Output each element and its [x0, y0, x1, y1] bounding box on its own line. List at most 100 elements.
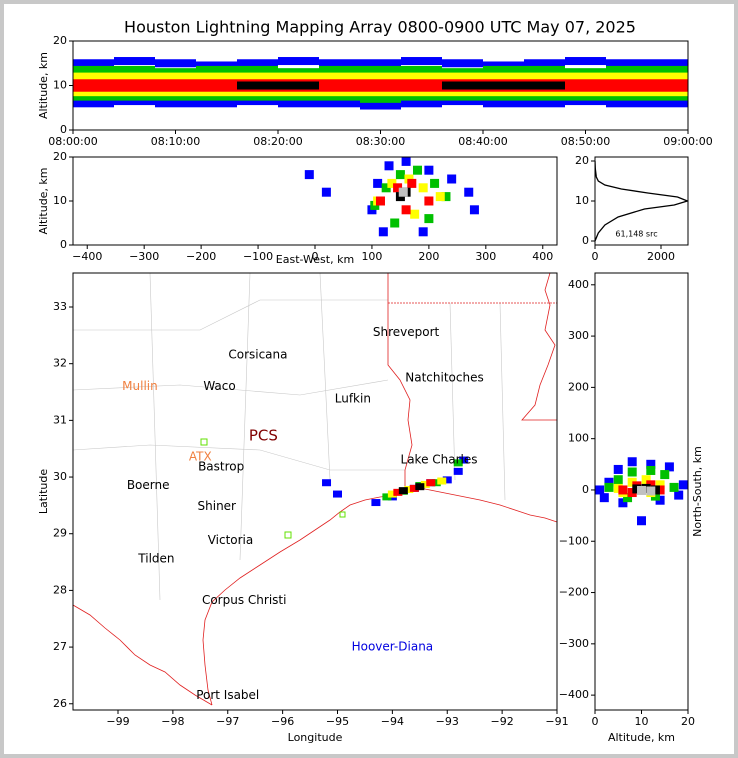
lightning-source	[606, 59, 647, 68]
lightning-source	[660, 470, 670, 480]
lightning-source	[114, 97, 155, 106]
lightning-source	[409, 484, 419, 492]
station	[284, 531, 292, 539]
lightning-source	[442, 72, 483, 81]
y-tick-label: 26	[53, 697, 67, 710]
lightning-source	[655, 485, 665, 495]
lightning-source	[650, 491, 660, 501]
x-tick-label: 100	[361, 250, 382, 263]
lightning-source	[669, 482, 679, 492]
x-tick-label: 09:00:00	[663, 135, 712, 148]
lightning-source	[424, 214, 434, 224]
y-tick-label: −400	[559, 688, 589, 701]
x-tick-label: −96	[271, 715, 294, 728]
lightning-source	[237, 59, 278, 68]
city-label: Boerne	[127, 478, 170, 492]
x-axis-label: East-West, km	[276, 253, 354, 266]
lightning-source	[114, 65, 155, 74]
x-tick-label: −300	[129, 250, 159, 263]
lightning-source	[319, 59, 360, 68]
lightning-source	[332, 490, 342, 498]
lightning-source	[382, 493, 392, 501]
lightning-source	[73, 79, 114, 88]
rio-grande	[72, 604, 213, 706]
city-label: Shreveport	[373, 325, 440, 339]
lightning-source	[319, 65, 360, 74]
axes-frame	[72, 156, 558, 246]
city-label: Waco	[203, 379, 235, 393]
lightning-source	[565, 57, 606, 66]
lightning-source	[155, 83, 196, 92]
station	[200, 438, 208, 446]
lightning-source	[606, 88, 647, 97]
x-tick-label: 0	[592, 250, 599, 263]
lightning-source	[524, 88, 565, 97]
lightning-source	[674, 490, 684, 500]
lightning-source	[431, 479, 441, 487]
lightning-source	[647, 99, 688, 108]
lightning-source	[196, 83, 237, 92]
lightning-source	[401, 92, 442, 101]
lightning-source	[114, 57, 155, 66]
y-tick-label: 32	[53, 357, 67, 370]
lightning-source	[114, 88, 155, 97]
x-tick-label: 08:30:00	[356, 135, 405, 148]
lightning-source	[401, 99, 442, 108]
lightning-source	[424, 165, 434, 175]
lightning-source	[319, 72, 360, 81]
lightning-source	[319, 83, 360, 92]
lightning-source	[483, 81, 524, 90]
plot-area	[595, 160, 688, 242]
city-label: Lake Charles	[401, 453, 478, 467]
lightning-source	[524, 72, 565, 81]
texas-coast	[202, 489, 406, 706]
lightning-source	[387, 490, 397, 498]
x-tick-label: 08:00:00	[48, 135, 97, 148]
lightning-source	[360, 65, 401, 74]
source-count: 61,148 src	[615, 230, 657, 239]
x-tick-label: −93	[436, 715, 459, 728]
lightning-source	[155, 79, 196, 88]
lightning-source	[664, 462, 674, 472]
lightning-source	[618, 485, 628, 495]
lightning-source	[73, 59, 114, 68]
lightning-source	[627, 477, 637, 487]
lightning-source	[420, 480, 430, 488]
lightning-source	[373, 178, 383, 188]
axes-frame	[594, 272, 689, 711]
lightning-source	[237, 65, 278, 74]
lightning-source	[524, 59, 565, 68]
y-tick-label: 200	[568, 380, 589, 393]
y-tick-label: 400	[568, 278, 589, 291]
x-tick-label: −91	[545, 715, 568, 728]
louisiana-coast	[404, 487, 558, 523]
lightning-source	[410, 209, 420, 219]
x-tick-label: 200	[418, 250, 439, 263]
lightning-source	[641, 475, 651, 485]
lightning-source	[459, 456, 469, 464]
lightning-source	[155, 68, 196, 77]
lightning-source	[378, 227, 388, 237]
lightning-source	[483, 72, 524, 81]
lightning-source	[613, 475, 623, 485]
lightning-source	[73, 88, 114, 97]
lightning-source	[604, 482, 614, 492]
lightning-source	[360, 72, 401, 81]
lightning-source	[627, 467, 637, 477]
y-axis-label: Altitude, km	[37, 52, 50, 119]
lightning-source	[155, 99, 196, 108]
lightning-source	[155, 72, 196, 81]
x-tick-label: −97	[216, 715, 239, 728]
lightning-source	[650, 485, 660, 495]
lightning-source	[483, 61, 524, 70]
lightning-source	[319, 88, 360, 97]
lightning-source	[565, 68, 606, 77]
lightning-source	[646, 459, 656, 469]
lightning-source	[646, 465, 656, 475]
y-tick-label: 20	[53, 34, 67, 47]
lightning-source	[618, 498, 628, 508]
lightning-source	[278, 99, 319, 108]
axes-frame	[594, 156, 689, 246]
city-label: Lufkin	[335, 391, 371, 405]
lightning-source	[647, 92, 688, 101]
